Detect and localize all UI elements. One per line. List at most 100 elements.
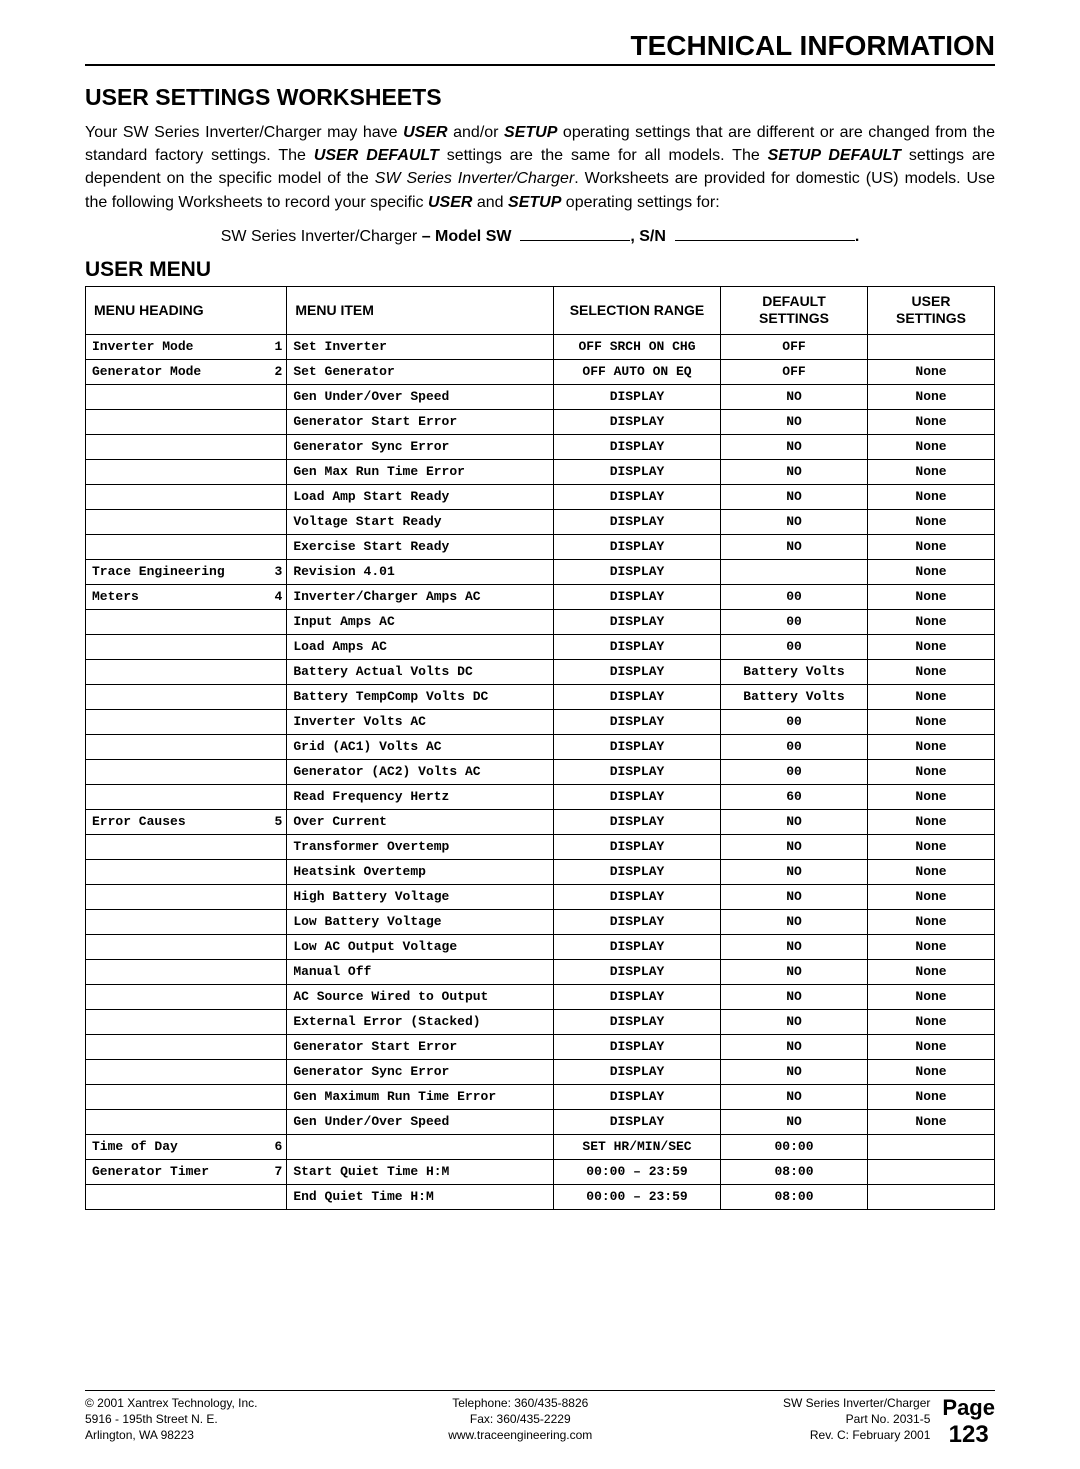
cell-user[interactable]: None	[868, 634, 995, 659]
cell-user[interactable]: None	[868, 1009, 995, 1034]
intro-user2-bi: USER	[428, 194, 472, 211]
cell-range: DISPLAY	[554, 409, 721, 434]
cell-item: Generator Sync Error	[287, 434, 554, 459]
cell-user[interactable]	[868, 1159, 995, 1184]
col-heading: MENU HEADING	[86, 286, 287, 334]
cell-user[interactable]: None	[868, 359, 995, 384]
intro-setup-bi: SETUP	[504, 124, 557, 141]
cell-user[interactable]: None	[868, 434, 995, 459]
cell-user[interactable]: None	[868, 884, 995, 909]
cell-user[interactable]: None	[868, 959, 995, 984]
cell-user[interactable]: None	[868, 484, 995, 509]
cell-user[interactable]: None	[868, 459, 995, 484]
cell-num	[262, 409, 287, 434]
cell-range: DISPLAY	[554, 634, 721, 659]
cell-user[interactable]: None	[868, 859, 995, 884]
cell-user[interactable]: None	[868, 934, 995, 959]
cell-num	[262, 709, 287, 734]
cell-heading	[86, 384, 263, 409]
cell-user[interactable]: None	[868, 834, 995, 859]
cell-heading	[86, 1009, 263, 1034]
cell-user[interactable]: None	[868, 1034, 995, 1059]
cell-item: Low AC Output Voltage	[287, 934, 554, 959]
cell-user[interactable]: None	[868, 784, 995, 809]
model-blank[interactable]	[520, 224, 630, 241]
cell-user[interactable]	[868, 1184, 995, 1209]
cell-range: DISPLAY	[554, 709, 721, 734]
cell-heading: Inverter Mode	[86, 334, 263, 359]
cell-range: OFF SRCH ON CHG	[554, 334, 721, 359]
cell-heading	[86, 1109, 263, 1134]
cell-user[interactable]: None	[868, 809, 995, 834]
table-row: Generator (AC2) Volts ACDISPLAY00None	[86, 759, 995, 784]
table-row: End Quiet Time H:M00:00 – 23:5908:00	[86, 1184, 995, 1209]
cell-default: NO	[721, 959, 868, 984]
table-row: Exercise Start ReadyDISPLAYNONone	[86, 534, 995, 559]
table-body: Inverter Mode1Set InverterOFF SRCH ON CH…	[86, 334, 995, 1209]
cell-num: 3	[262, 559, 287, 584]
cell-item: Input Amps AC	[287, 609, 554, 634]
footer-phone: Telephone: 360/435-8826	[448, 1395, 592, 1411]
cell-user[interactable]: None	[868, 1084, 995, 1109]
table-row: Load Amps ACDISPLAY00None	[86, 634, 995, 659]
table-row: Gen Under/Over SpeedDISPLAYNONone	[86, 1109, 995, 1134]
cell-user[interactable]: None	[868, 1109, 995, 1134]
model-prefix: SW Series Inverter/Charger	[221, 228, 422, 245]
cell-user[interactable]: None	[868, 709, 995, 734]
cell-range: DISPLAY	[554, 1009, 721, 1034]
cell-heading	[86, 784, 263, 809]
cell-item: Set Generator	[287, 359, 554, 384]
cell-user[interactable]	[868, 1134, 995, 1159]
cell-num	[262, 734, 287, 759]
cell-user[interactable]: None	[868, 1059, 995, 1084]
cell-heading	[86, 934, 263, 959]
cell-default: OFF	[721, 359, 868, 384]
cell-heading	[86, 709, 263, 734]
cell-range: OFF AUTO ON EQ	[554, 359, 721, 384]
cell-range: DISPLAY	[554, 609, 721, 634]
intro-text: Your SW Series Inverter/Charger may have	[85, 124, 403, 141]
cell-user[interactable]: None	[868, 559, 995, 584]
cell-user[interactable]: None	[868, 609, 995, 634]
sn-blank[interactable]	[675, 224, 855, 241]
cell-num	[262, 609, 287, 634]
cell-user[interactable]: None	[868, 584, 995, 609]
cell-heading	[86, 1184, 263, 1209]
cell-item: Voltage Start Ready	[287, 509, 554, 534]
cell-user[interactable]: None	[868, 534, 995, 559]
table-row: Battery TempComp Volts DCDISPLAYBattery …	[86, 684, 995, 709]
cell-heading: Trace Engineering	[86, 559, 263, 584]
cell-user[interactable]: None	[868, 509, 995, 534]
cell-item: Gen Under/Over Speed	[287, 1109, 554, 1134]
cell-default: NO	[721, 459, 868, 484]
table-row: Generator Start ErrorDISPLAYNONone	[86, 1034, 995, 1059]
cell-range: SET HR/MIN/SEC	[554, 1134, 721, 1159]
cell-num	[262, 984, 287, 1009]
footer-product: SW Series Inverter/Charger	[783, 1395, 930, 1411]
cell-user[interactable]: None	[868, 909, 995, 934]
cell-user[interactable]: None	[868, 734, 995, 759]
table-header: MENU HEADING MENU ITEM SELECTION RANGE D…	[86, 286, 995, 334]
table-row: Gen Maximum Run Time ErrorDISPLAYNONone	[86, 1084, 995, 1109]
cell-user[interactable]: None	[868, 984, 995, 1009]
cell-num: 4	[262, 584, 287, 609]
table-row: Grid (AC1) Volts ACDISPLAY00None	[86, 734, 995, 759]
footer-rev: Rev. C: February 2001	[783, 1427, 930, 1443]
cell-range: DISPLAY	[554, 834, 721, 859]
cell-user[interactable]: None	[868, 659, 995, 684]
col-user: USER SETTINGS	[868, 286, 995, 334]
cell-user[interactable]	[868, 334, 995, 359]
cell-user[interactable]: None	[868, 684, 995, 709]
cell-num	[262, 934, 287, 959]
cell-user[interactable]: None	[868, 384, 995, 409]
cell-user[interactable]: None	[868, 759, 995, 784]
cell-item: External Error (Stacked)	[287, 1009, 554, 1034]
table-row: High Battery VoltageDISPLAYNONone	[86, 884, 995, 909]
cell-num	[262, 834, 287, 859]
table-row: Load Amp Start ReadyDISPLAYNONone	[86, 484, 995, 509]
cell-range: DISPLAY	[554, 859, 721, 884]
cell-range: DISPLAY	[554, 684, 721, 709]
cell-num	[262, 1059, 287, 1084]
cell-user[interactable]: None	[868, 409, 995, 434]
cell-range: DISPLAY	[554, 509, 721, 534]
